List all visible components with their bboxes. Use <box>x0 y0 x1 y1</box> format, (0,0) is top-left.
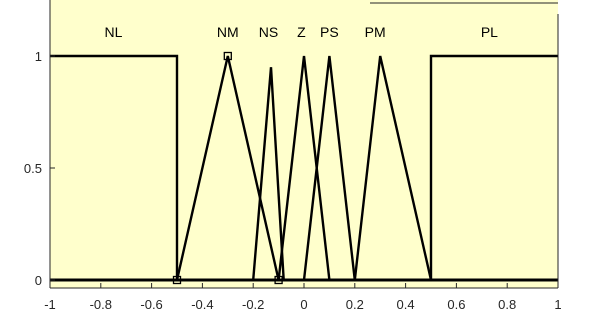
plot-area-background <box>50 0 558 288</box>
mf-label-pm: PM <box>365 24 386 40</box>
x-tick-label: -0.8 <box>90 297 112 312</box>
membership-curves <box>50 54 558 282</box>
point-marker <box>274 275 283 285</box>
y-tick-label: 0 <box>35 273 42 288</box>
x-tick-label: -0.6 <box>140 297 162 312</box>
mf-label-nl: NL <box>105 24 123 40</box>
x-tick-label: 0.4 <box>397 297 415 312</box>
x-tick-label: -0.4 <box>191 297 213 312</box>
mf-label-pl: PL <box>481 24 498 40</box>
mf-label-ps: PS <box>320 24 339 40</box>
y-ticks: 00.51 <box>24 49 55 288</box>
x-tick-label: -1 <box>44 297 56 312</box>
membership-labels: NL NM NS Z PS PM PL <box>105 24 499 40</box>
y-tick-label: 0.5 <box>24 161 42 176</box>
point-marker <box>172 275 182 285</box>
y-tick-label: 1 <box>35 49 42 64</box>
point-marker <box>223 51 232 61</box>
x-ticks: -1 -0.8 -0.6 -0.4 -0.2 0 0.2 0.4 0.6 0.8 1 <box>44 283 562 312</box>
x-tick-label: -0.2 <box>242 297 264 312</box>
x-tick-label: 0.8 <box>498 297 516 312</box>
point-markers <box>172 51 283 285</box>
mf-label-nm: NM <box>217 24 239 40</box>
x-tick-label: 0.2 <box>346 297 364 312</box>
x-tick-label: 0.6 <box>447 297 465 312</box>
axes <box>49 0 559 289</box>
x-tick-label: 1 <box>554 297 561 312</box>
mf-curve-pl <box>50 54 558 282</box>
mf-label-ns: NS <box>259 24 278 40</box>
x-tick-label: 0 <box>300 297 307 312</box>
mf-label-z: Z <box>297 24 306 40</box>
